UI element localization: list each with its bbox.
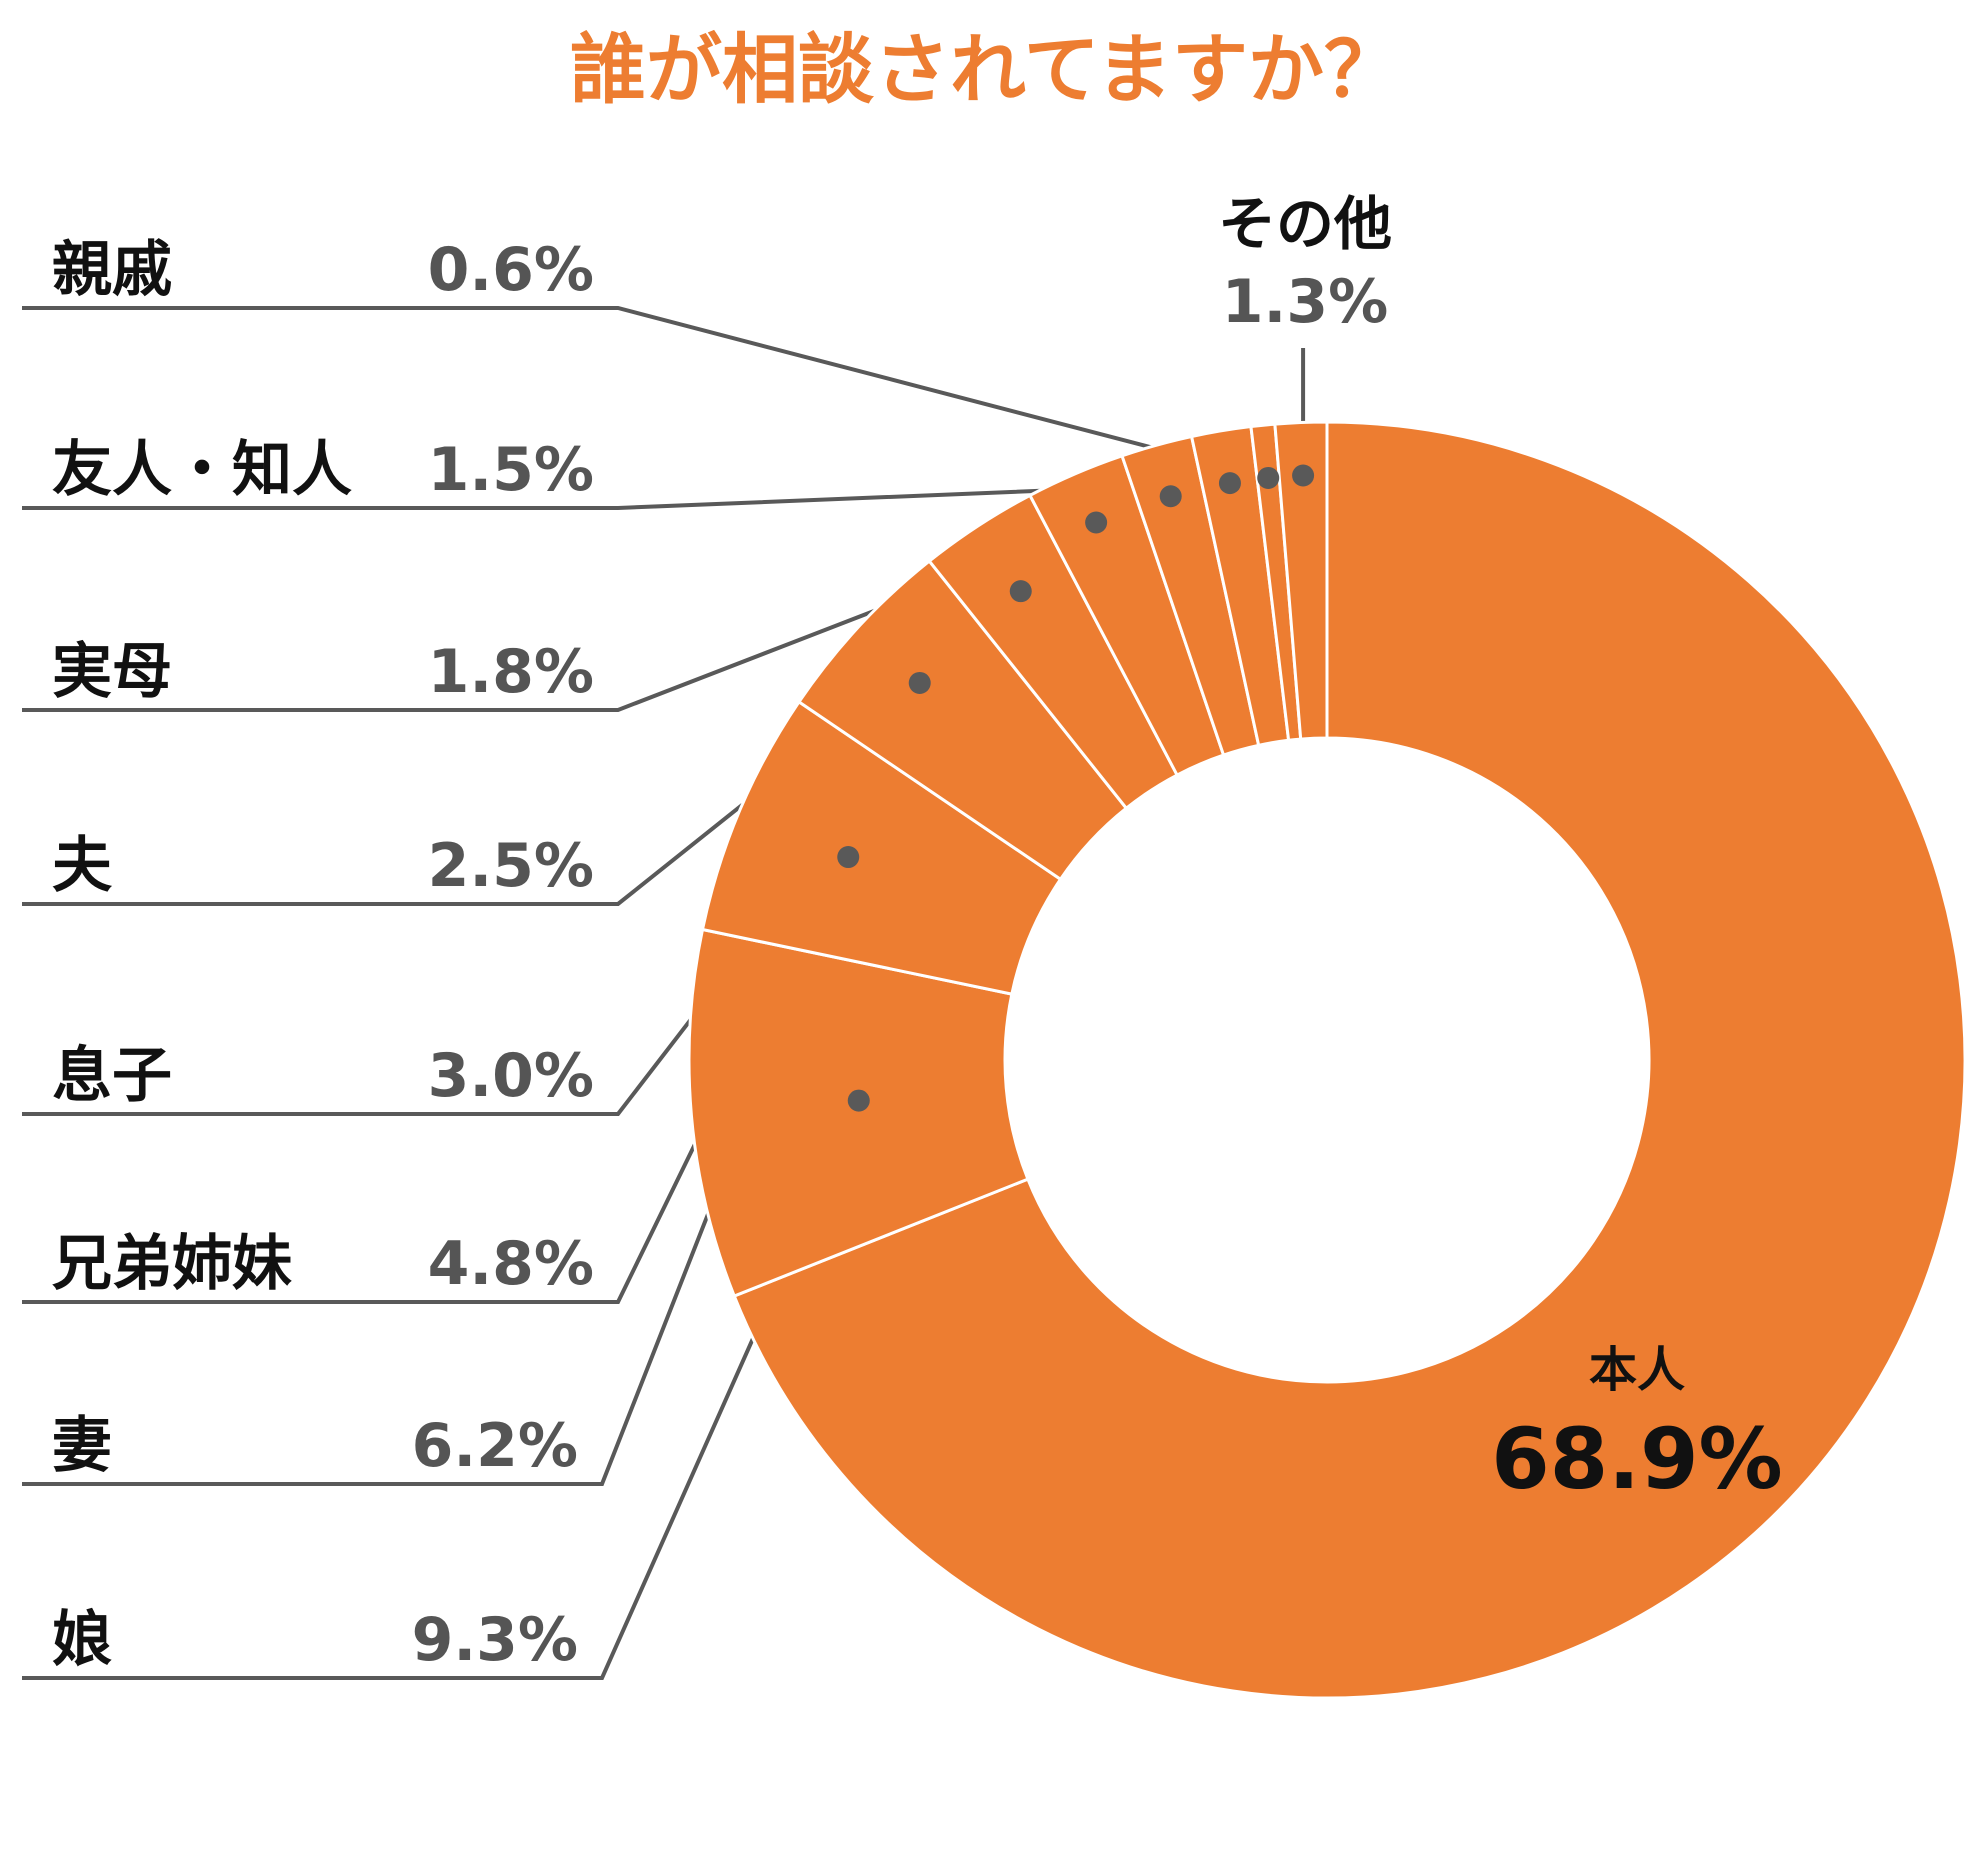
percent-label-3: 4.8%: [428, 1229, 594, 1299]
category-label-9: その他: [1218, 190, 1392, 258]
leader-dot-6: [1159, 485, 1182, 508]
leader-dot-1: [847, 1089, 870, 1112]
leader-dot-8: [1257, 466, 1280, 489]
percent-label-4: 3.0%: [428, 1041, 594, 1111]
leader-dots: [837, 464, 1315, 1112]
slice-9: [1273, 420, 1329, 741]
percent-label-5: 2.5%: [428, 831, 594, 901]
percent-label-1: 9.3%: [412, 1605, 578, 1675]
category-label-6: 実母: [52, 637, 172, 707]
leader-dot-3: [908, 671, 931, 694]
percent-label-8: 0.6%: [428, 235, 594, 305]
category-label-4: 息子: [52, 1041, 172, 1111]
leader-line-8: [22, 306, 1269, 480]
category-label-1: 娘: [52, 1605, 112, 1675]
percent-label-6: 1.8%: [428, 637, 594, 707]
leader-dot-9: [1292, 464, 1315, 487]
category-label-8: 親戚: [52, 235, 172, 305]
category-label-3: 兄弟姉妹: [52, 1229, 292, 1299]
percent-label-2: 6.2%: [412, 1411, 578, 1481]
category-label-5: 夫: [52, 831, 113, 901]
main-slice-label: 本人: [1589, 1342, 1685, 1398]
percent-label-7: 1.5%: [428, 435, 594, 505]
leader-lines: [22, 306, 1306, 1680]
slice-1: [687, 927, 1030, 1298]
leader-dot-7: [1218, 472, 1241, 495]
category-label-2: 妻: [52, 1411, 112, 1481]
leader-dot-4: [1009, 580, 1032, 603]
leader-dot-2: [837, 846, 860, 869]
leader-line-7: [22, 481, 1231, 510]
category-label-7: 友人・知人: [52, 435, 352, 505]
percent-label-9: 1.3%: [1222, 267, 1388, 337]
leader-dot-5: [1085, 511, 1108, 534]
main-slice-percent: 68.9%: [1491, 1410, 1782, 1508]
donut-slices: [687, 420, 1967, 1700]
slice-0: [732, 420, 1967, 1700]
chart-title: 誰が相談されてますか？: [570, 25, 1400, 114]
data-labels: 本人 68.9% 親戚 0.6% 友人・知人 1.5% 実母 1.8% 夫 2.5% 息子 3.0% 兄…: [52, 190, 1783, 1675]
